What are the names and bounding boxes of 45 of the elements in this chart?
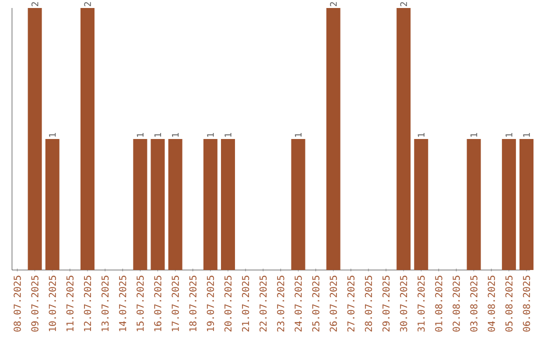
- data-label: 1: [294, 132, 302, 137]
- data-label: 2: [84, 2, 91, 6]
- data-label: 2: [330, 2, 337, 6]
- x-tick-label: 26.07.2025: [330, 276, 337, 332]
- data-label: 1: [207, 132, 214, 137]
- data-label: 1: [523, 132, 530, 137]
- x-tick-label: 28.07.2025: [364, 276, 372, 332]
- x-tick-label: 08.07.2025: [14, 276, 21, 332]
- data-label: 2: [31, 2, 38, 6]
- x-tick-label: 14.07.2025: [119, 276, 126, 332]
- x-tick-label: 01.08.2025: [435, 276, 442, 332]
- data-label: 1: [224, 132, 232, 137]
- data-label: 1: [418, 132, 424, 137]
- x-tick-label: 29.07.2025: [382, 276, 390, 332]
- x-tick-label: 09.07.2025: [31, 276, 38, 332]
- data-label: 1: [506, 132, 512, 137]
- data-label: 1: [154, 132, 162, 137]
- data-label: 2: [400, 2, 407, 6]
- x-tick-label: 05.08.2025: [505, 276, 513, 332]
- x-tick-label: 30.07.2025: [400, 276, 408, 332]
- x-tick-label: 11.07.2025: [66, 276, 74, 332]
- x-tick-label: 21.07.2025: [242, 276, 250, 332]
- data-label: 1: [49, 132, 56, 137]
- x-tick-label: 24.07.2025: [294, 276, 302, 332]
- x-tick-label: 13.07.2025: [101, 276, 109, 332]
- x-tick-label: 02.08.2025: [452, 276, 460, 332]
- x-tick-label: 16.07.2025: [154, 276, 162, 332]
- x-tick-label: 19.07.2025: [206, 276, 214, 332]
- x-tick-label: 12.07.2025: [84, 276, 92, 332]
- x-tick-label: 18.07.2025: [189, 276, 196, 332]
- x-tick-label: 03.08.2025: [470, 276, 478, 332]
- x-tick-label: 20.07.2025: [224, 276, 232, 332]
- x-tick-label: 06.08.2025: [522, 276, 530, 332]
- x-tick-label: 27.07.2025: [347, 276, 354, 332]
- x-tick-label: 25.07.2025: [312, 276, 320, 332]
- x-tick-label: 17.07.2025: [172, 276, 179, 332]
- x-tick-label: 23.07.2025: [277, 276, 284, 332]
- x-tick-label: 31.07.2025: [418, 276, 425, 332]
- data-label: 1: [470, 132, 478, 137]
- x-tick-label: 04.08.2025: [488, 276, 495, 332]
- x-tick-label: 15.07.2025: [136, 276, 144, 332]
- x-tick-label: 22.07.2025: [260, 276, 267, 332]
- data-label: 1: [136, 132, 144, 137]
- x-tick-label: 10.07.2025: [48, 276, 56, 332]
- data-label: 1: [172, 132, 179, 137]
